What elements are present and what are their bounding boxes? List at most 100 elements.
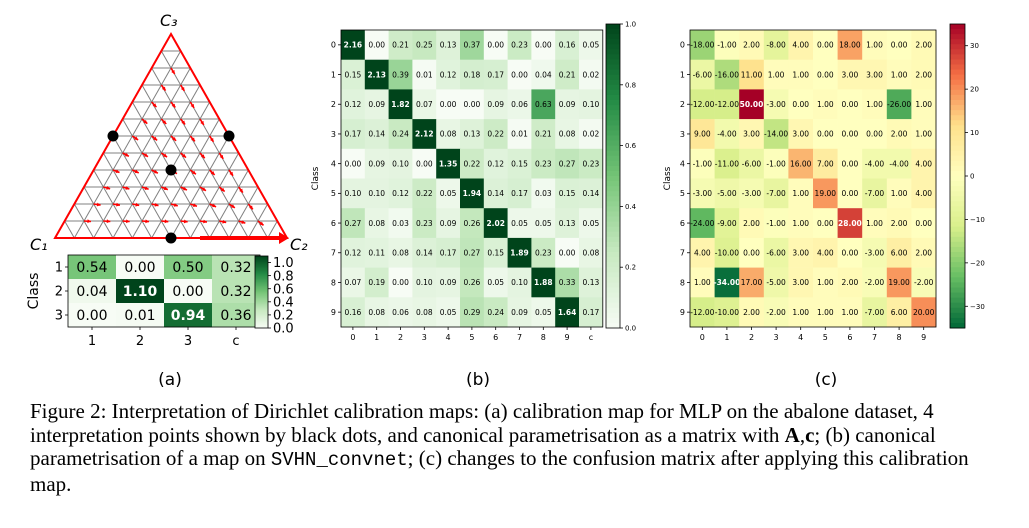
heatmap-value-label: 0.27 [345, 219, 362, 228]
heatmap-cell [531, 30, 556, 60]
heatmap-cell [763, 89, 789, 120]
colorbar-segment [950, 130, 965, 136]
col-tick-label: 0 [700, 333, 705, 342]
heatmap-value-label: 0.63 [535, 100, 552, 109]
heatmap-cell [507, 119, 532, 150]
heatmap-cell [507, 148, 532, 179]
heatmap-cell [739, 59, 765, 90]
heatmap-cell [862, 148, 888, 179]
heatmap-cell [886, 148, 912, 179]
colorbar-segment [255, 296, 268, 299]
heatmap-cell [460, 30, 485, 60]
heatmap-value-label: -26.00 [887, 100, 911, 109]
heatmap-cell [837, 148, 863, 179]
colorbar-segment [255, 322, 268, 324]
simplex-grid [64, 50, 278, 239]
heatmap-cell [862, 59, 888, 90]
heatmap-value-label: -4.00 [717, 130, 737, 139]
simplex-arrow-head [182, 186, 187, 191]
heatmap-value-label: 1.64 [558, 308, 577, 317]
colorbar-segment [950, 100, 965, 106]
heatmap-cell [739, 178, 765, 209]
col-tick-label: 3 [774, 333, 779, 342]
colorbar-segment [255, 259, 268, 262]
colorbar-segment [255, 276, 268, 279]
heatmap-value-label: 16.00 [790, 159, 812, 168]
heatmap-value-label: 4.00 [817, 248, 834, 257]
heatmap-value-label: -12.00 [690, 100, 714, 109]
colorbar-segment [606, 49, 620, 55]
heatmap-cell [436, 59, 461, 90]
heatmap-cell [886, 267, 912, 298]
heatmap-value-label: 1.00 [817, 278, 834, 287]
heatmap-cell [579, 59, 604, 90]
heatmap-value-label: 0.37 [464, 41, 481, 50]
heatmap-cell [388, 89, 413, 120]
heatmap-cell [579, 178, 604, 209]
colorbar-segment [255, 292, 268, 294]
heatmap-cell [341, 89, 366, 120]
heatmap-cell [212, 255, 261, 280]
heatmap-value-label: -6.00 [693, 70, 713, 79]
heatmap-cell [68, 279, 117, 304]
heatmap-cell [341, 178, 366, 209]
colorbar-segment [950, 140, 965, 147]
simplex-grid-line [151, 118, 220, 239]
row-tick-label: 9 [331, 308, 336, 317]
simplex-arrow-head [209, 137, 214, 142]
colorbar-segment [606, 125, 620, 131]
colorbar-segment [950, 24, 965, 30]
heatmap-cell [886, 119, 912, 150]
simplex-grid-line [112, 84, 201, 239]
row-tick-label: 1 [680, 70, 685, 79]
heatmap-cell [739, 237, 765, 268]
heatmap-cell [788, 119, 814, 150]
col-tick-label: 9 [921, 333, 926, 342]
heatmap-value-label: 0.23 [535, 159, 552, 168]
heatmap-cell [412, 30, 437, 60]
simplex-arrow-head [220, 187, 225, 192]
colorbar-segment [255, 288, 268, 291]
simplex-arrow-head [229, 171, 233, 176]
colorbar-tick-label: −20 [970, 259, 985, 267]
heatmap-cell [579, 267, 604, 298]
colorbar-segment [606, 100, 620, 106]
heatmap-cell [507, 178, 532, 209]
colorbar-segment [255, 314, 268, 317]
heatmap-value-label: -10.00 [715, 248, 739, 257]
heatmap-cell [579, 119, 604, 150]
figure-caption: Figure 2: Interpretation of Dirichlet ca… [30, 399, 1005, 496]
heatmap-cell [837, 178, 863, 209]
heatmap-cell [690, 148, 715, 179]
heatmap-cell [813, 59, 838, 90]
heatmap-value-label: 0.12 [345, 100, 362, 109]
heatmap-cell [364, 148, 389, 179]
colorbar-segment [950, 292, 965, 299]
heatmap-cell [460, 59, 485, 90]
colorbar-segment [950, 186, 965, 192]
colorbar-segment [606, 246, 620, 253]
heatmap-cell [531, 178, 556, 209]
simplex-arrow-head [134, 136, 139, 140]
heatmap-value-label: -1.00 [766, 219, 786, 228]
heatmap-cell [788, 178, 814, 209]
simplex-arrow-head [96, 202, 101, 207]
heatmap-cell [412, 89, 437, 120]
heatmap-value-label: 2.00 [743, 219, 760, 228]
simplex-arrow-head [201, 187, 206, 191]
simplex-arrow-head [182, 153, 186, 158]
heatmap-value-label: 0.00 [915, 219, 932, 228]
heatmap-value-label: 0.00 [124, 260, 155, 276]
heatmap-value-label: 0.22 [416, 189, 433, 198]
colorbar-segment [950, 89, 965, 96]
heatmap-cell [436, 237, 461, 268]
colorbar-segment [606, 262, 620, 268]
heatmap-frame [689, 29, 937, 328]
simplex-arrow-head [191, 170, 196, 175]
colorbar-segment [606, 140, 620, 147]
heatmap-value-label: 0.00 [891, 41, 908, 50]
heatmap-value-label: 0.13 [559, 219, 576, 228]
colorbar-segment [606, 135, 620, 142]
colorbar-segment [950, 64, 965, 71]
col-tick-label: 7 [517, 333, 522, 342]
